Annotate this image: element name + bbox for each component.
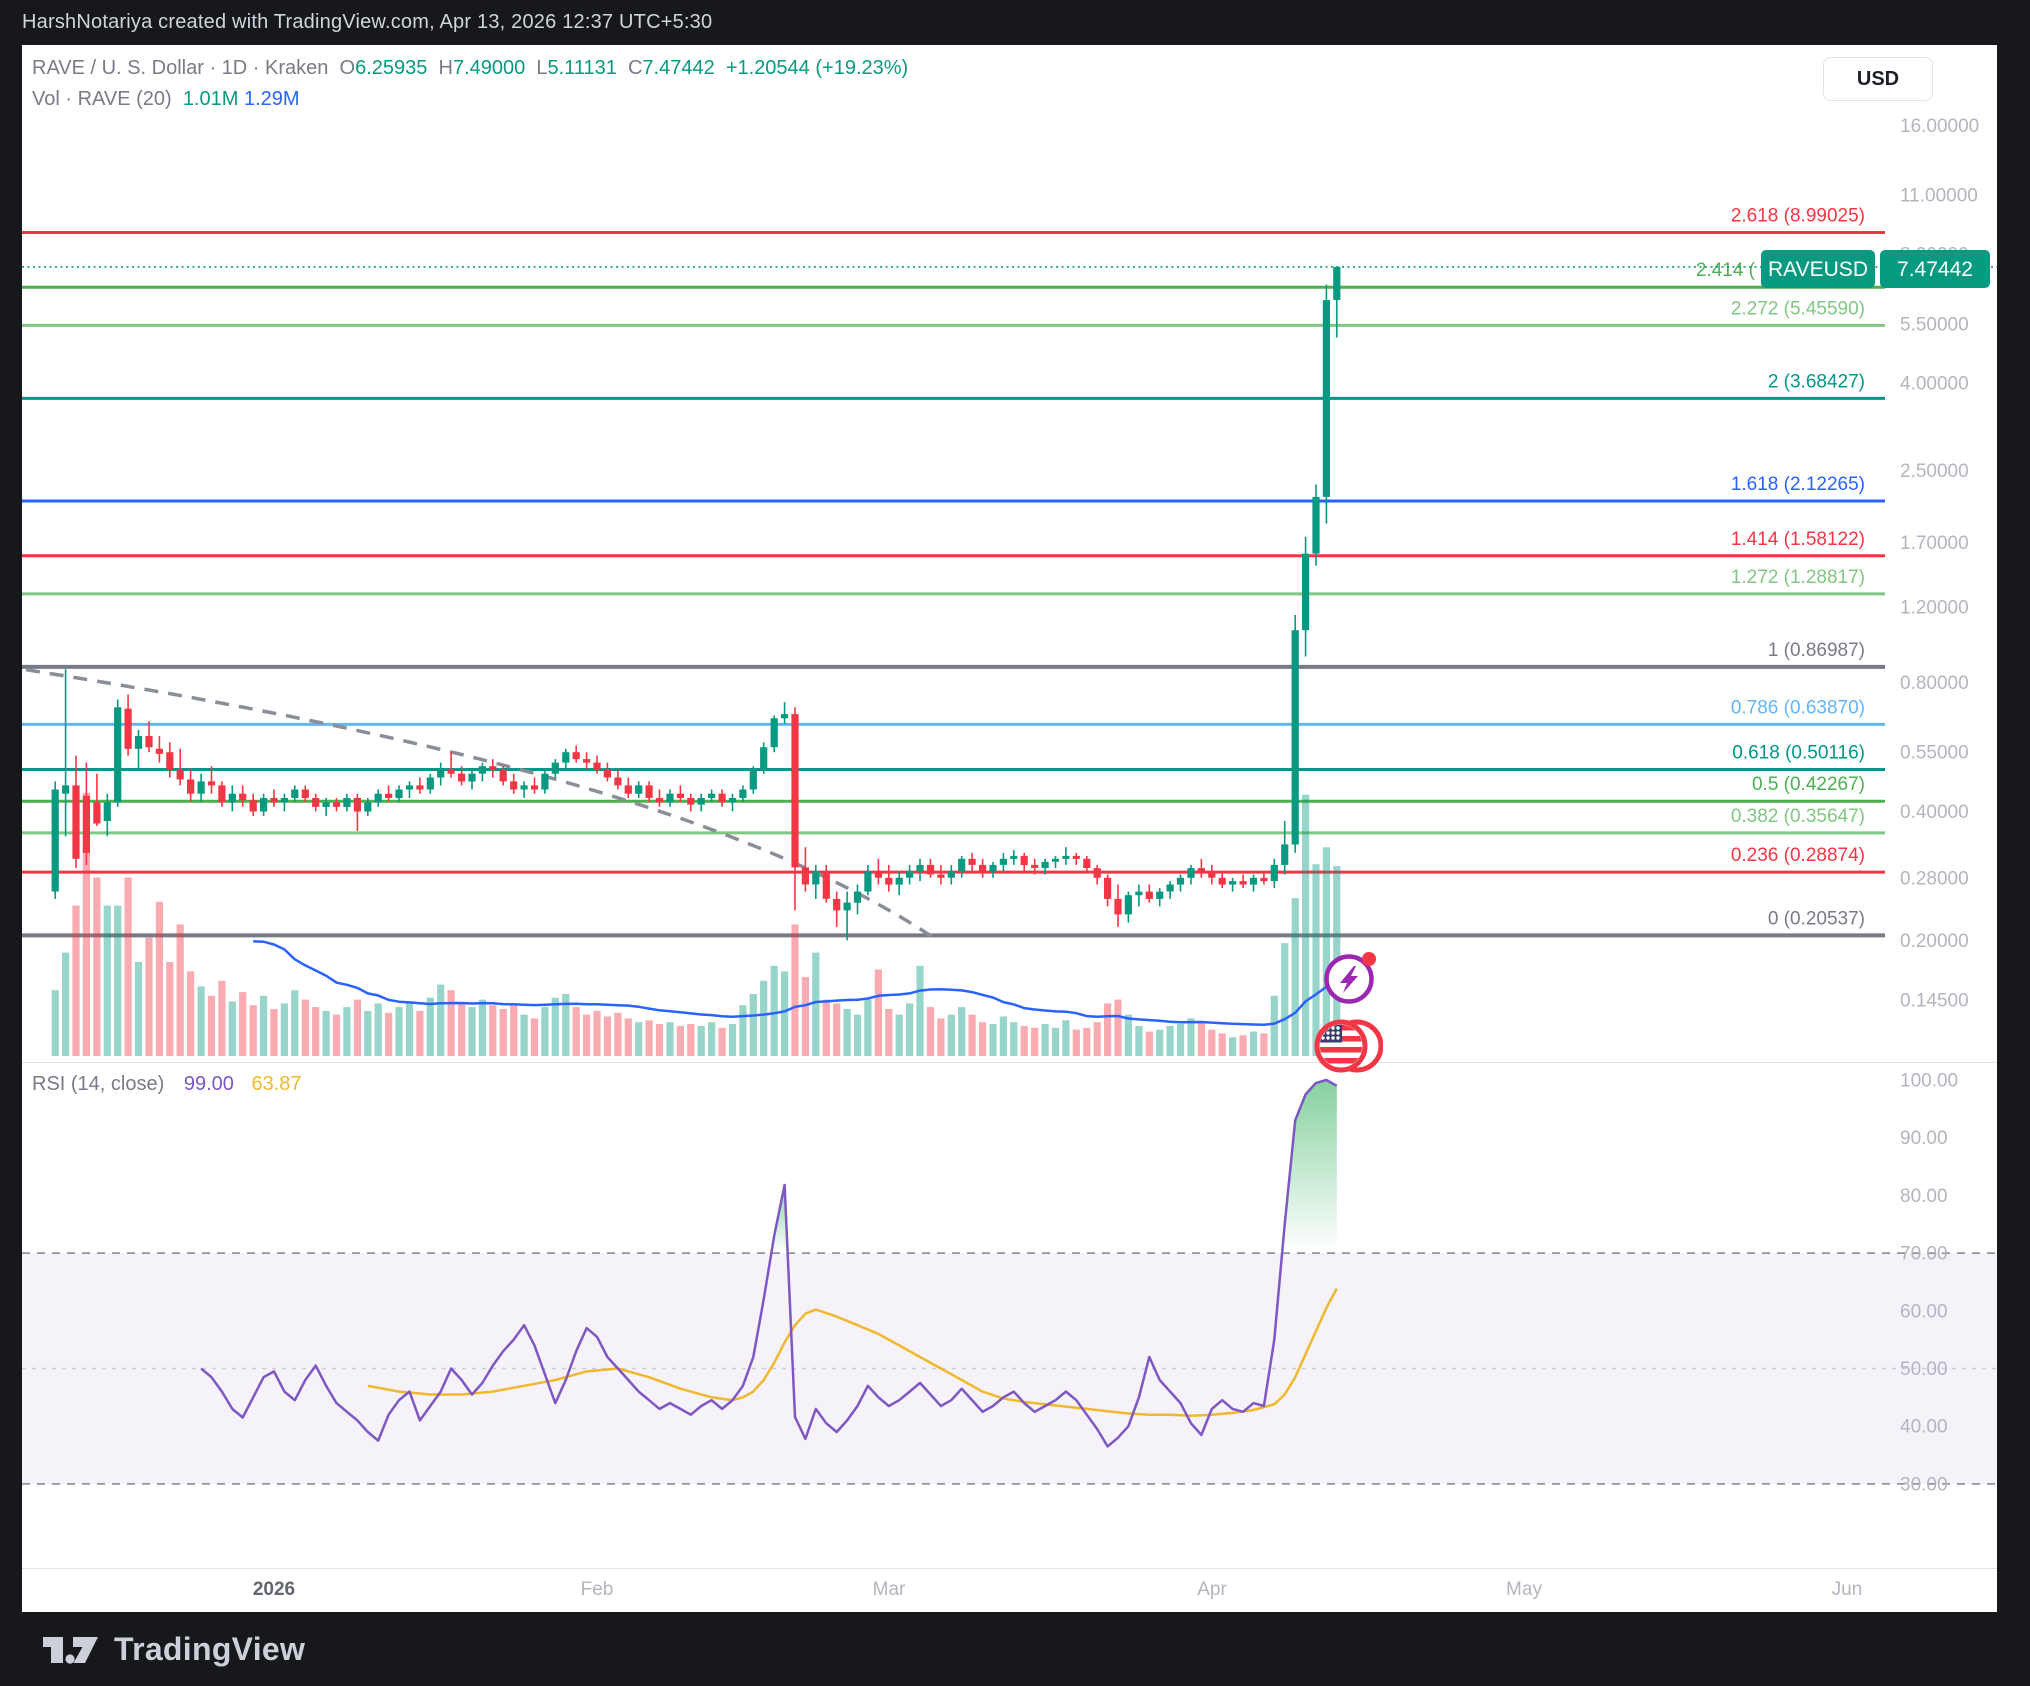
attribution-text: HarshNotariya created with TradingView.c…	[22, 11, 713, 33]
rsi-line	[200, 1078, 1338, 1448]
volume-label[interactable]: Vol · RAVE (20)	[32, 88, 172, 110]
svg-text:40.00: 40.00	[1900, 1417, 1948, 1438]
attribution-bar: HarshNotariya created with TradingView.c…	[0, 0, 2030, 45]
close-value: 7.47442	[642, 57, 715, 79]
symbol-title[interactable]: RAVE / U. S. Dollar · 1D · Kraken	[32, 57, 329, 79]
change-value: +1.20544 (+19.23%)	[725, 57, 909, 79]
fib-label-0.786: 0.786 (0.63870)	[1731, 697, 1865, 718]
svg-text:0.40000: 0.40000	[1900, 802, 1969, 823]
high-label: H	[438, 57, 453, 79]
svg-text:60.00: 60.00	[1900, 1301, 1948, 1322]
svg-text:11.00000: 11.00000	[1900, 186, 1978, 207]
rsi-value: 99.00	[183, 1073, 234, 1095]
svg-text:5.50000: 5.50000	[1900, 314, 1969, 335]
candles	[51, 266, 1341, 941]
fib-label-0.618: 0.618 (0.50116)	[1732, 743, 1865, 764]
time-axis-tick-mar: Mar	[872, 1579, 906, 1600]
chart-panel: 2.618 (8.99025) 2.414 ( 2.272 (5.45590) 2 (…	[22, 45, 1997, 1613]
rsi-band	[22, 1253, 1997, 1484]
symbol-header: RAVE / U. S. Dollar · 1D · Kraken O6.259…	[32, 53, 908, 115]
svg-text:16.00000: 16.00000	[1900, 116, 1979, 137]
svg-text:2.50000: 2.50000	[1900, 461, 1969, 482]
time-axis-tick-jun: Jun	[1831, 1579, 1863, 1600]
rsi-ma-value: 63.87	[251, 1073, 302, 1095]
price-badge: RAVEUSD 7.47442	[1761, 250, 1990, 288]
price-pane-chart[interactable]: 2.618 (8.99025) 2.414 ( 2.272 (5.45590) 2 (…	[22, 45, 1997, 1062]
volume-ma-line	[253, 940, 1338, 1027]
svg-text:0.28000: 0.28000	[1900, 868, 1969, 889]
rsi-axis-labels: 100.00 90.00 80.00 70.00 60.00 50.00 40.00 30.0…	[1900, 1071, 1958, 1496]
high-value: 7.49000	[452, 57, 526, 79]
symbol-ohlc-row: RAVE / U. S. Dollar · 1D · Kraken O6.259…	[32, 53, 908, 84]
svg-text:80.00: 80.00	[1900, 1186, 1948, 1207]
open-value: 6.25935	[355, 57, 428, 79]
low-value: 5.11131	[547, 57, 617, 79]
fib-label-1.272: 1.272 (1.28817)	[1731, 567, 1865, 588]
svg-text:1.20000: 1.20000	[1900, 598, 1969, 619]
time-axis-tick-2026: 2026	[252, 1579, 296, 1600]
volume-row: Vol · RAVE (20) 1.01M 1.29M	[32, 84, 908, 115]
volume-ma-value: 1.29M	[243, 88, 300, 110]
tradingview-logo-icon[interactable]	[40, 1628, 102, 1670]
svg-text:70.00: 70.00	[1900, 1244, 1948, 1265]
rsi-label[interactable]: RSI (14, close)	[32, 1073, 165, 1095]
time-axis-tick-feb: Feb	[580, 1579, 614, 1600]
volume-bars	[51, 792, 1341, 1056]
svg-text:30.00: 30.00	[1900, 1474, 1948, 1495]
svg-text:100.00: 100.00	[1900, 1071, 1958, 1092]
fib-label-2.272: 2.272 (5.45590)	[1731, 298, 1865, 319]
us-flag-event-icon[interactable]	[1307, 1015, 1383, 1077]
fib-levels: 2.618 (8.99025) 2.414 ( 2.272 (5.45590) 2 (…	[22, 206, 1885, 938]
svg-text:0.55000: 0.55000	[1900, 743, 1969, 764]
lightning-event-icon[interactable]	[1321, 951, 1377, 1007]
fib-label-1.618: 1.618 (2.12265)	[1731, 474, 1865, 495]
fib-label-0.382: 0.382 (0.35647)	[1731, 806, 1865, 827]
time-axis-tick-may: May	[1506, 1579, 1542, 1600]
svg-text:0.80000: 0.80000	[1900, 673, 1969, 694]
svg-text:90.00: 90.00	[1900, 1128, 1948, 1149]
currency-toggle-button[interactable]: USD	[1823, 57, 1933, 101]
svg-text:4.00000: 4.00000	[1900, 374, 1969, 395]
fib-label-0.236: 0.236 (0.28874)	[1731, 845, 1865, 866]
svg-text:7.47442: 7.47442	[1897, 258, 1973, 281]
pane-separator[interactable]	[22, 1062, 1997, 1063]
low-label: L	[536, 57, 548, 79]
rsi-header: RSI (14, close) 99.00 63.87	[32, 1073, 302, 1096]
fib-label-2.618: 2.618 (8.99025)	[1731, 206, 1865, 227]
close-label: C	[627, 57, 643, 79]
footer-bar: TradingView	[0, 1612, 2030, 1686]
fib-label-0: 0 (0.20537)	[1768, 908, 1865, 929]
time-axis-tick-apr: Apr	[1197, 1579, 1227, 1600]
open-label: O	[339, 57, 356, 79]
fib-label-1.414: 1.414 (1.58122)	[1731, 529, 1865, 550]
volume-value: 1.01M	[182, 88, 239, 110]
svg-text:0.20000: 0.20000	[1900, 931, 1969, 952]
svg-text:RAVEUSD: RAVEUSD	[1768, 258, 1868, 281]
svg-text:0.14500: 0.14500	[1900, 991, 1969, 1012]
rsi-pane-chart[interactable]: 100.00 90.00 80.00 70.00 60.00 50.00 40.00 30.0…	[22, 1062, 1997, 1568]
fib-label-1: 1 (0.86987)	[1768, 640, 1865, 661]
fib-label-2.414: 2.414 (	[1696, 260, 1756, 281]
tradingview-logo-text[interactable]: TradingView	[114, 1630, 306, 1667]
time-axis[interactable]: 2026 Feb Mar Apr May Jun	[22, 1568, 1997, 1613]
svg-text:50.00: 50.00	[1900, 1359, 1948, 1380]
descending-trendline	[25, 667, 939, 942]
fib-label-0.5: 0.5 (0.42267)	[1752, 774, 1865, 795]
svg-text:1.70000: 1.70000	[1900, 533, 1969, 554]
fib-label-2: 2 (3.68427)	[1768, 371, 1865, 392]
